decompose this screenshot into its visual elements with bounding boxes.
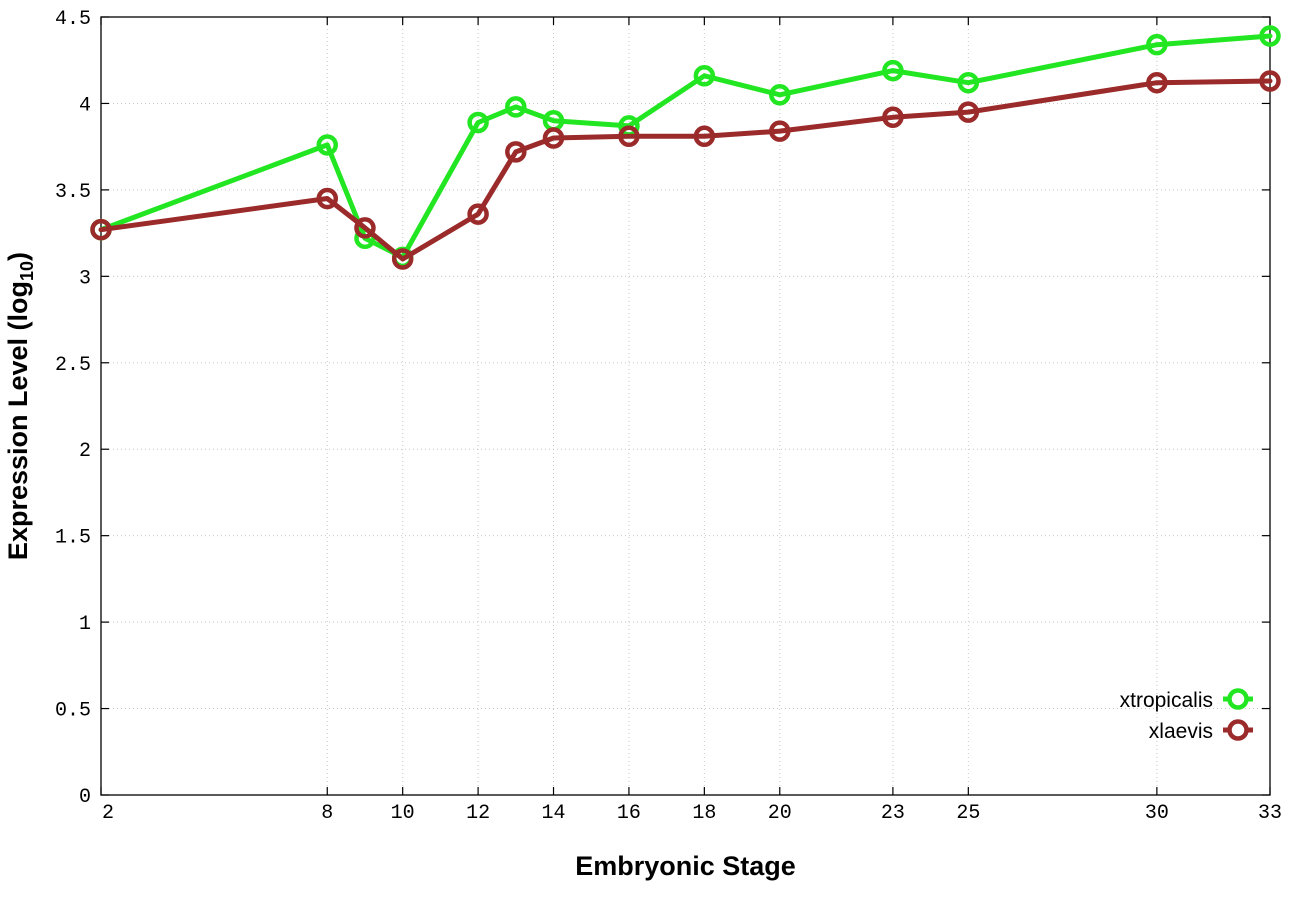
y-axis-title-subscript: 10 [17, 261, 37, 281]
legend-marker-xtropicalis [1227, 688, 1249, 710]
series-line-xlaevis [98, 78, 1273, 262]
data-point-xtropicalis [1259, 25, 1281, 47]
x-axis-title: Embryonic Stage [575, 851, 796, 881]
x-tick-label: 23 [881, 802, 905, 825]
legend-label-xlaevis: xlaevis [1149, 720, 1213, 743]
series-layer [90, 25, 1281, 270]
x-tick-label: 8 [321, 802, 333, 825]
data-point-xtropicalis [769, 84, 791, 106]
data-point-xlaevis [1259, 70, 1281, 92]
y-axis-title-main: Expression Level (log [3, 281, 33, 560]
data-point-xtropicalis [882, 59, 904, 82]
x-tick-label: 18 [692, 802, 716, 825]
x-tick-label: 33 [1258, 802, 1282, 825]
data-point-xlaevis [618, 125, 640, 148]
data-point-xlaevis [354, 217, 376, 239]
data-point-xtropicalis [467, 111, 489, 134]
y-tick-label: 1.5 [55, 527, 91, 550]
x-tick-label: 25 [956, 802, 980, 825]
y-tick-label: 3 [79, 267, 91, 290]
data-point-xtropicalis [957, 71, 980, 94]
plot-frame [100, 16, 1271, 796]
data-point-xlaevis [882, 106, 904, 129]
y-tick-label: 4 [79, 94, 91, 117]
data-point-xlaevis [1146, 71, 1168, 94]
y-tick-label: 3.5 [55, 181, 91, 204]
y-tick-label: 1 [79, 613, 91, 636]
data-point-xtropicalis [316, 134, 339, 156]
data-point-xtropicalis [693, 65, 716, 87]
data-point-xtropicalis [505, 96, 527, 118]
data-point-xlaevis [693, 125, 716, 148]
y-tick-label: 0.5 [55, 700, 91, 723]
data-point-xlaevis [957, 101, 980, 123]
series-xlaevis [90, 70, 1281, 270]
x-tick-label: 14 [542, 802, 566, 825]
data-point-xlaevis [505, 141, 527, 163]
data-point-xlaevis [542, 127, 565, 149]
y-axis-title: Expression Level (log10) [3, 252, 37, 560]
legend-marker-xlaevis [1227, 719, 1249, 741]
x-tick-label: 2 [102, 802, 114, 825]
data-point-xlaevis [391, 248, 414, 270]
x-tick-label: 10 [391, 802, 415, 825]
axis-ticks: 0 0.5 1 1.5 2 2.5 3 3.5 4 4.5 2 8 10 12 14 16 18 20 23 25 30… [55, 8, 1282, 825]
data-point-xlaevis [467, 203, 489, 225]
data-point-xlaevis [769, 120, 791, 142]
y-tick-label: 2.5 [55, 354, 91, 377]
series-line-xtropicalis [98, 33, 1273, 260]
x-tick-label: 12 [466, 802, 490, 825]
y-axis-title-close: ) [3, 252, 33, 261]
y-tick-label: 0 [79, 786, 91, 809]
legend: xtropicalis xlaevis [1120, 688, 1253, 743]
x-tick-label: 20 [768, 802, 792, 825]
data-point-xtropicalis [1146, 33, 1168, 56]
y-tick-label: 4.5 [55, 8, 91, 31]
x-tick-label: 30 [1145, 802, 1169, 825]
y-tick-label: 2 [79, 440, 91, 463]
legend-label-xtropicalis: xtropicalis [1120, 689, 1213, 712]
series-xtropicalis [90, 25, 1281, 269]
x-tick-label: 16 [617, 802, 641, 825]
data-point-xlaevis [316, 187, 339, 210]
data-point-xlaevis [90, 218, 112, 241]
grid [101, 17, 1270, 795]
